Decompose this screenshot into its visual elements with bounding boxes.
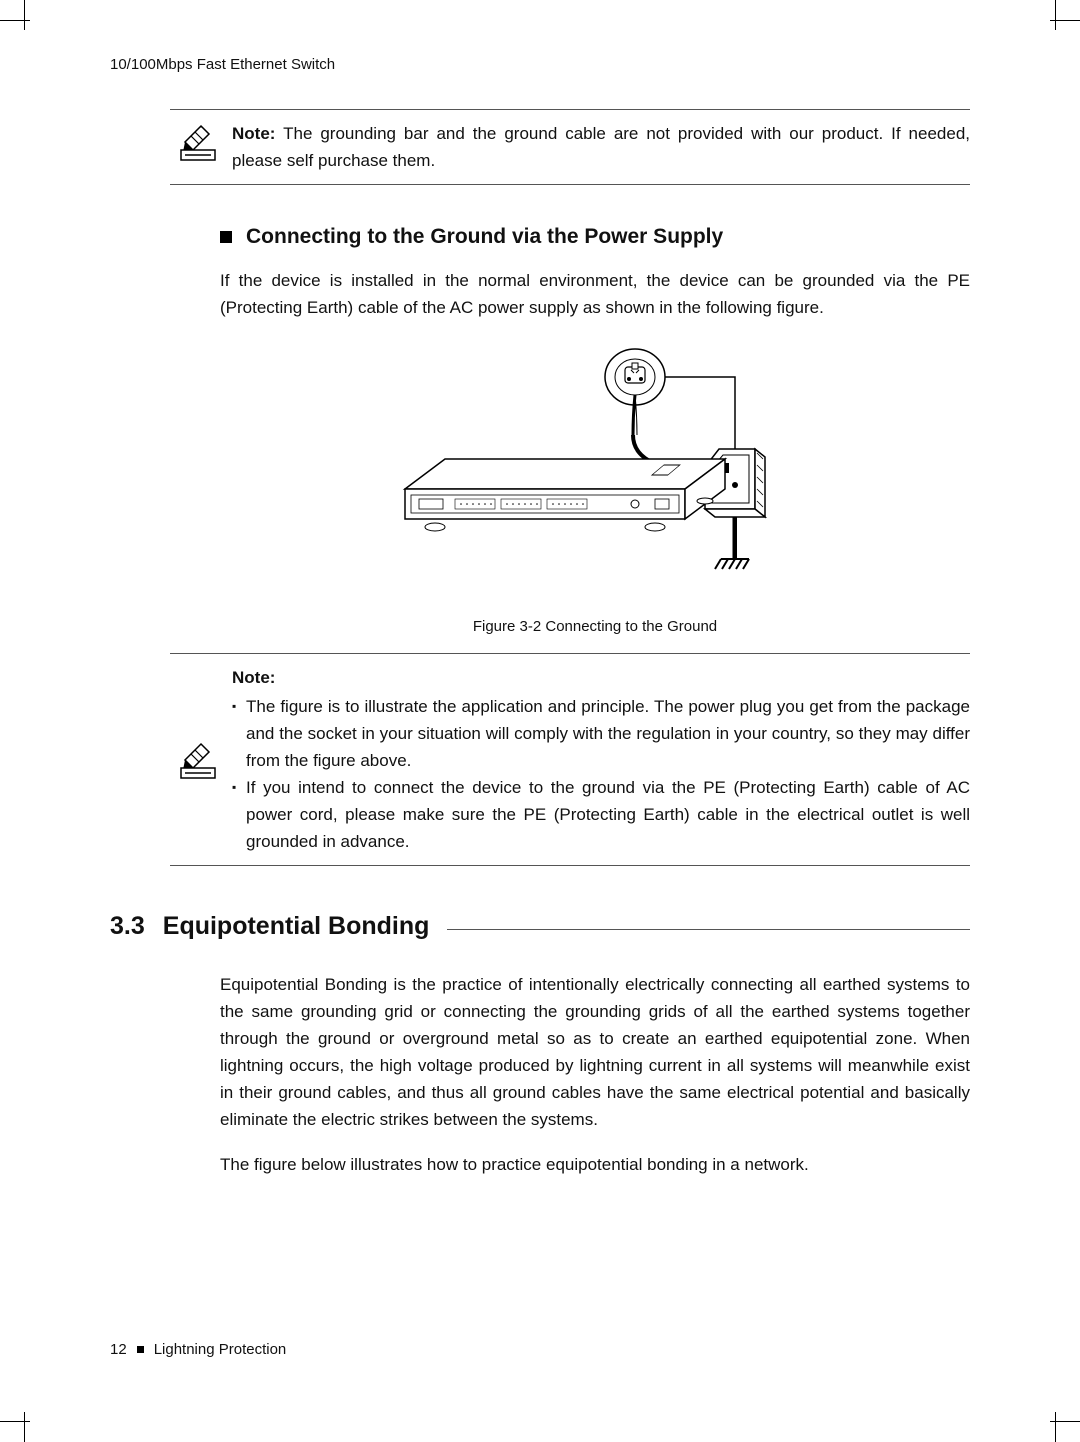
crop-mark xyxy=(24,0,25,30)
figure-wrap: Figure 3-2 Connecting to the Ground xyxy=(220,339,970,635)
crop-mark xyxy=(24,1412,25,1442)
note-block: Note: The grounding bar and the ground c… xyxy=(170,109,970,185)
crop-mark xyxy=(0,20,30,21)
body-paragraph: The figure below illustrates how to prac… xyxy=(220,1151,970,1178)
body-paragraph: If the device is installed in the normal… xyxy=(220,267,970,321)
note-pencil-icon xyxy=(170,120,232,164)
note-pencil-icon xyxy=(170,738,232,782)
section-number: 3.3 xyxy=(110,912,145,941)
figure-caption: Figure 3-2 Connecting to the Ground xyxy=(220,618,970,635)
note-content: The grounding bar and the ground cable a… xyxy=(232,124,970,170)
page-root: 10/100Mbps Fast Ethernet Switch Note: Th… xyxy=(0,0,1080,1442)
note-text: Note: The grounding bar and the ground c… xyxy=(232,120,970,174)
section-title: Equipotential Bonding xyxy=(163,912,430,941)
square-bullet-icon xyxy=(137,1346,144,1353)
crop-mark xyxy=(0,1421,30,1422)
note-block: Note: The figure is to illustrate the ap… xyxy=(170,653,970,866)
grounding-diagram-icon xyxy=(375,339,815,599)
section-rule xyxy=(447,929,970,930)
note-text: Note: The figure is to illustrate the ap… xyxy=(232,664,970,855)
crop-mark xyxy=(1055,0,1056,30)
footer-chapter: Lightning Protection xyxy=(154,1341,287,1358)
section-heading: 3.3 Equipotential Bonding xyxy=(110,912,970,941)
square-bullet-icon xyxy=(220,231,232,243)
subheading-text: Connecting to the Ground via the Power S… xyxy=(246,225,723,249)
note-list-item: The figure is to illustrate the applicat… xyxy=(232,693,970,774)
subheading: Connecting to the Ground via the Power S… xyxy=(220,225,970,249)
note-list-item: If you intend to connect the device to t… xyxy=(232,774,970,855)
body-paragraph: Equipotential Bonding is the practice of… xyxy=(220,971,970,1133)
crop-mark xyxy=(1055,1412,1056,1442)
note-label: Note: xyxy=(232,124,275,143)
running-head: 10/100Mbps Fast Ethernet Switch xyxy=(110,56,970,73)
page-footer: 12 Lightning Protection xyxy=(110,1341,286,1358)
note-label: Note: xyxy=(232,664,970,691)
page-number: 12 xyxy=(110,1341,127,1358)
